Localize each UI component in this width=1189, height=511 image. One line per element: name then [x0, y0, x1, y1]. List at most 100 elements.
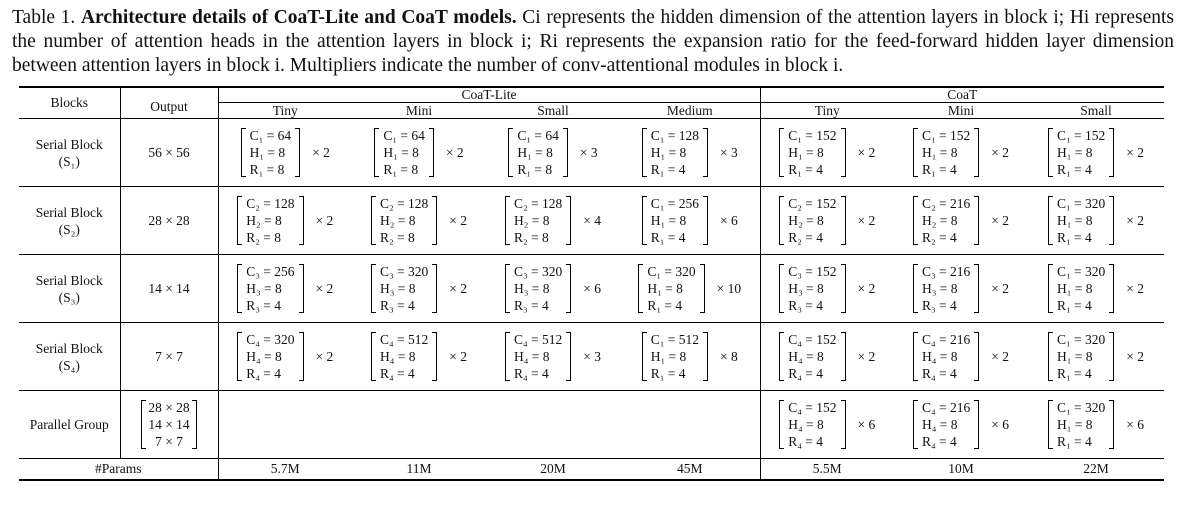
hidden-dim: C₁ = 64	[249, 128, 292, 143]
block-output: 7 × 7	[120, 322, 219, 391]
config-matrix: C₁ = 152 H₁ = 8 R₁ = 4	[1047, 127, 1115, 178]
config-matrix: C₃ = 320 H₃ = 8 R₃ = 4	[504, 263, 572, 314]
params-value: 22M	[1028, 458, 1165, 480]
module-multiplier: × 2	[1126, 348, 1145, 364]
params-label: #Params	[19, 458, 219, 480]
hidden-dim: C₁ = 64	[517, 128, 559, 143]
hidden-dim: C₄ = 216	[921, 400, 971, 415]
expansion-ratio: R₁ = 4	[650, 162, 686, 177]
config-cell: C₂ = 128 H₂ = 8 R₂ = 8 × 2	[218, 186, 352, 255]
header-group-coat-lite: CoaT-Lite	[218, 87, 761, 103]
hidden-dim: C₃ = 256	[246, 264, 295, 279]
config-matrix: C₂ = 128 H₂ = 8 R₂ = 8	[237, 195, 304, 246]
config-cell: C₄ = 512 H₄ = 8 R₄ = 4 × 3	[486, 322, 620, 391]
block-label: Serial Block	[35, 272, 103, 288]
hidden-dim: C₁ = 152	[921, 128, 971, 143]
hidden-dim: C₁ = 320	[1056, 196, 1106, 211]
params-row: #Params 5.7M 11M 20M 45M 5.5M 10M 22M	[19, 458, 1165, 480]
attention-heads: H₁ = 8	[921, 145, 958, 160]
module-multiplier: × 2	[315, 212, 334, 228]
config-matrix: C₁ = 128 H₁ = 8 R₁ = 4	[641, 127, 709, 178]
header-variant: Small	[537, 103, 569, 118]
hidden-dim: C₁ = 152	[1056, 128, 1106, 143]
config-cell: C₂ = 128 H₂ = 8 R₂ = 8 × 4	[486, 186, 620, 255]
config-cell	[218, 390, 352, 459]
expansion-ratio: R₄ = 4	[513, 366, 549, 381]
table-row: Serial Block (S₁) 56 × 56 C₁ = 64 H₁ = 8 R₁ =…	[19, 118, 1165, 187]
header-variant: Mini	[405, 103, 433, 118]
attention-heads: H₂ = 8	[788, 213, 824, 228]
params-value: 11M	[352, 458, 486, 480]
module-multiplier: × 10	[716, 280, 742, 296]
expansion-ratio: R₃ = 4	[246, 298, 282, 313]
config-matrix: C₄ = 216 H₄ = 8 R₄ = 4	[912, 331, 980, 382]
config-matrix: C₁ = 256 H₁ = 8 R₁ = 4	[641, 195, 709, 246]
module-multiplier: × 2	[315, 348, 334, 364]
header-variant: Medium	[620, 102, 761, 119]
module-multiplier: × 6	[991, 416, 1010, 432]
module-multiplier: × 2	[449, 280, 468, 296]
config-matrix: C₁ = 320 H₁ = 8 R₁ = 4	[1047, 331, 1115, 382]
module-multiplier: × 8	[720, 348, 738, 364]
config-cell	[352, 390, 486, 459]
expansion-ratio: R₁ = 4	[1056, 298, 1092, 313]
config-matrix: C₁ = 152 H₁ = 8 R₁ = 4	[912, 127, 980, 178]
config-cell	[620, 390, 761, 459]
header-variant: Small	[1080, 103, 1112, 118]
expansion-ratio: R₃ = 4	[921, 298, 957, 313]
attention-heads: H₃ = 8	[513, 281, 550, 296]
config-matrix: C₄ = 216 H₄ = 8 R₄ = 4	[912, 399, 980, 450]
config-matrix: C₄ = 320 H₄ = 8 R₄ = 4	[237, 331, 304, 382]
module-multiplier: × 2	[857, 212, 876, 228]
config-cell	[486, 390, 620, 459]
attention-heads: H₁ = 8	[650, 145, 687, 160]
expansion-ratio: R₄ = 4	[921, 366, 957, 381]
config-cell: C₁ = 512 H₁ = 8 R₁ = 4 × 8	[620, 322, 761, 391]
attention-heads: H₁ = 8	[1056, 281, 1093, 296]
hidden-dim: C₁ = 128	[650, 128, 700, 143]
block-name: Serial Block (S₁)	[19, 118, 121, 187]
expansion-ratio: R₁ = 8	[383, 162, 419, 177]
config-cell: C₁ = 320 H₁ = 8 R₁ = 4 × 6	[1028, 390, 1165, 459]
attention-heads: H₁ = 8	[383, 145, 419, 160]
block-label: Serial Block	[35, 204, 103, 220]
module-multiplier: × 2	[991, 348, 1010, 364]
config-cell: C₄ = 216 H₄ = 8 R₄ = 4 × 2	[894, 322, 1028, 391]
config-cell: C₁ = 320 H₁ = 8 R₁ = 4 × 10	[620, 254, 761, 323]
attention-heads: H₃ = 8	[379, 281, 416, 296]
config-cell: C₃ = 320 H₃ = 8 R₃ = 4 × 6	[486, 254, 620, 323]
config-matrix: C₂ = 128 H₂ = 8 R₂ = 8	[504, 195, 572, 246]
config-cell: C₄ = 512 H₄ = 8 R₄ = 4 × 2	[352, 322, 486, 391]
block-output: 28 × 28 14 × 14 7 × 7	[120, 390, 219, 459]
expansion-ratio: R₁ = 4	[921, 162, 957, 177]
hidden-dim: C₄ = 216	[921, 332, 971, 347]
params-value: 5.7M	[218, 458, 352, 480]
output-resolution: 14 × 14	[148, 417, 190, 432]
hidden-dim: C₂ = 128	[513, 196, 563, 211]
attention-heads: H₁ = 8	[1056, 145, 1093, 160]
hidden-dim: C₃ = 320	[379, 264, 429, 279]
output-resolution: 28 × 28	[148, 400, 190, 415]
module-multiplier: × 3	[579, 144, 598, 160]
config-cell: C₁ = 64 H₁ = 8 R₁ = 8 × 3	[486, 118, 620, 187]
hidden-dim: C₁ = 320	[1056, 332, 1106, 347]
module-multiplier: × 2	[449, 212, 468, 228]
config-cell: C₃ = 152 H₃ = 8 R₃ = 4 × 2	[760, 254, 894, 323]
table-caption: Table 1. Architecture details of CoaT-Li…	[12, 6, 1174, 78]
attention-heads: H₂ = 8	[513, 213, 550, 228]
config-cell: C₁ = 64 H₁ = 8 R₁ = 8 × 2	[352, 118, 486, 187]
module-multiplier: × 6	[720, 212, 738, 228]
block-name: Parallel Group	[19, 390, 121, 459]
config-matrix: C₄ = 512 H₄ = 8 R₄ = 4	[504, 331, 572, 382]
module-multiplier: × 2	[1126, 144, 1145, 160]
block-label: Serial Block	[35, 340, 103, 356]
params-value: 10M	[894, 458, 1028, 480]
block-symbol: (S₄)	[58, 357, 80, 373]
attention-heads: H₄ = 8	[921, 349, 958, 364]
params-value: 5.5M	[760, 458, 894, 480]
header-variant: Tiny	[814, 103, 840, 118]
block-symbol: (S₁)	[58, 153, 80, 169]
block-name: Serial Block (S₃)	[19, 254, 121, 323]
attention-heads: H₂ = 8	[246, 213, 282, 228]
module-multiplier: × 2	[445, 144, 464, 160]
